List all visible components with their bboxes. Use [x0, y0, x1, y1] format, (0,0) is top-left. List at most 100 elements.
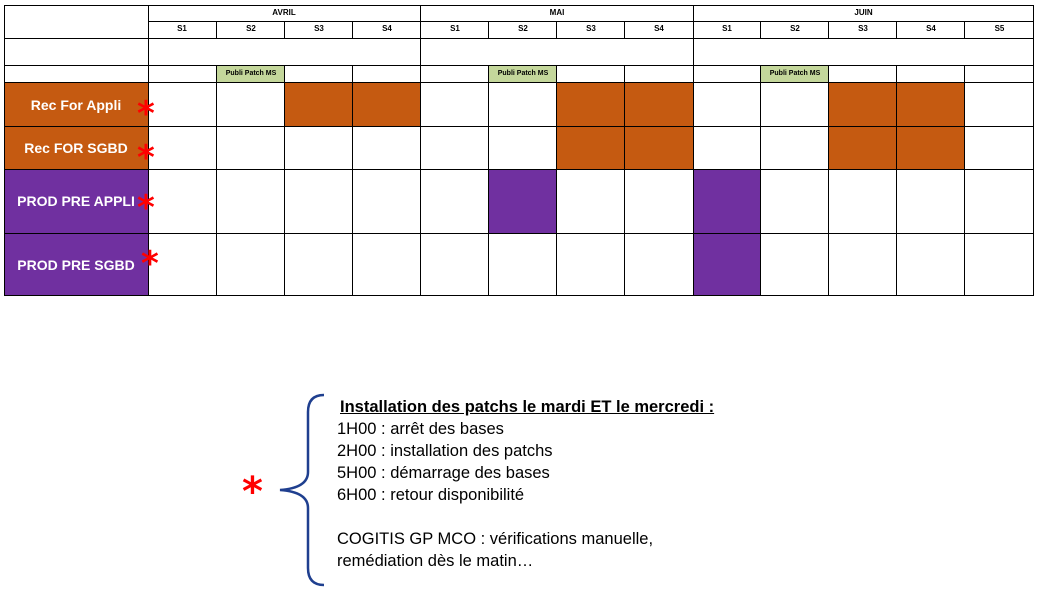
slot-filled [557, 126, 625, 169]
grid-line [828, 65, 829, 296]
asterisk-marker: * [137, 138, 155, 178]
grid-line [216, 21, 217, 38]
week-header: S3 [285, 21, 353, 37]
curly-brace-icon [279, 393, 325, 587]
publi-patch-cell: Publi Patch MS [217, 66, 285, 82]
week-label: S1 [450, 24, 460, 33]
grid-line [693, 5, 694, 296]
grid-line [4, 126, 1034, 127]
row-label-rec-appli: Rec For Appli [4, 83, 148, 126]
row-label-text: Rec For Appli [30, 96, 122, 113]
week-label: S2 [790, 24, 800, 33]
row-label-prod-sgbd: PROD PRE SGBD [4, 233, 148, 296]
grid-line [148, 5, 149, 296]
week-header: S2 [761, 21, 829, 37]
grid-line [964, 21, 965, 38]
note-line: 5H00 : démarrage des bases [337, 464, 550, 482]
week-label: S5 [994, 24, 1005, 33]
grid-line [284, 65, 285, 296]
patch-schedule-grid: Rec For Appli Rec FOR SGBD PROD PRE APPL… [4, 5, 1034, 296]
week-header: S1 [148, 21, 216, 37]
grid-line [284, 21, 285, 38]
grid-line [352, 21, 353, 38]
week-header: S3 [557, 21, 625, 37]
row-label-text: Rec FOR SGBD [24, 139, 128, 156]
week-header: S5 [965, 21, 1034, 37]
grid-line [624, 21, 625, 38]
grid-line [4, 82, 1034, 83]
grid-line [964, 65, 965, 296]
week-header: S4 [625, 21, 693, 37]
grid-line [4, 5, 1034, 6]
note-line: 2H00 : installation des patchs [337, 442, 553, 460]
month-header: MAI [421, 5, 693, 21]
week-header: S4 [353, 21, 421, 37]
week-label: S2 [246, 24, 256, 33]
publi-patch-cell: Publi Patch MS [761, 66, 829, 82]
week-label: S4 [926, 24, 936, 33]
grid-line [828, 21, 829, 38]
grid-line [4, 295, 1034, 296]
grid-line [4, 38, 1034, 39]
month-name: JUIN [854, 8, 873, 17]
week-label: S3 [586, 24, 596, 33]
slot-filled [829, 83, 897, 126]
grid-line [760, 65, 761, 296]
grid-line [4, 233, 1034, 234]
grid-line [896, 65, 897, 296]
row-label-rec-sgbd: Rec FOR SGBD [4, 126, 148, 169]
week-label: S3 [314, 24, 324, 33]
week-label: S4 [654, 24, 664, 33]
month-header: JUIN [693, 5, 1034, 21]
publi-patch-cell: Publi Patch MS [489, 66, 557, 82]
grid-line [488, 65, 489, 296]
slot-filled [897, 126, 965, 169]
week-header: S4 [897, 21, 965, 37]
week-label: S4 [382, 24, 392, 33]
month-name: MAI [549, 8, 565, 17]
grid-line [760, 21, 761, 38]
week-header: S2 [217, 21, 285, 37]
grid-line [1033, 5, 1034, 296]
slot-filled [557, 83, 625, 126]
week-label: S2 [518, 24, 528, 33]
note-line: COGITIS GP MCO : vérifications manuelle, [337, 530, 654, 548]
grid-line [896, 21, 897, 38]
week-header: S2 [489, 21, 557, 37]
slot-filled [625, 83, 693, 126]
asterisk-marker: * [141, 244, 159, 284]
note-line: remédiation dès le matin… [337, 552, 534, 570]
week-header: S1 [693, 21, 761, 37]
week-label: S3 [858, 24, 868, 33]
week-header: S1 [421, 21, 489, 37]
publi-label: Publi Patch MS [497, 70, 549, 77]
grid-line [216, 65, 217, 296]
grid-line [352, 65, 353, 296]
grid-line [148, 21, 1034, 22]
row-label-prod-appli: PROD PRE APPLI [4, 169, 148, 233]
asterisk-marker: * [137, 94, 155, 134]
slot-filled [285, 83, 353, 126]
slot-filled [829, 126, 897, 169]
slot-filled [489, 169, 557, 233]
month-name: AVRIL [272, 8, 296, 17]
slot-filled [897, 83, 965, 126]
note-line-blank [337, 506, 714, 528]
slot-filled [353, 83, 421, 126]
slot-filled [625, 126, 693, 169]
note-line: 6H00 : retour disponibilité [337, 486, 525, 504]
slot-filled [693, 233, 761, 296]
month-header: AVRIL [148, 5, 420, 21]
row-label-text: PROD PRE APPLI [17, 193, 135, 209]
publi-label: Publi Patch MS [769, 70, 821, 77]
slot-filled [693, 169, 761, 233]
grid-line [556, 65, 557, 296]
note-line: 1H00 : arrêt des bases [337, 420, 504, 438]
grid-line [4, 5, 5, 296]
legend-asterisk: * [242, 469, 263, 515]
installation-note: Installation des patchs le mardi ET le m… [337, 396, 714, 572]
grid-line [420, 5, 421, 296]
grid-line [556, 21, 557, 38]
week-header: S3 [829, 21, 897, 37]
publi-label: Publi Patch MS [225, 70, 277, 77]
